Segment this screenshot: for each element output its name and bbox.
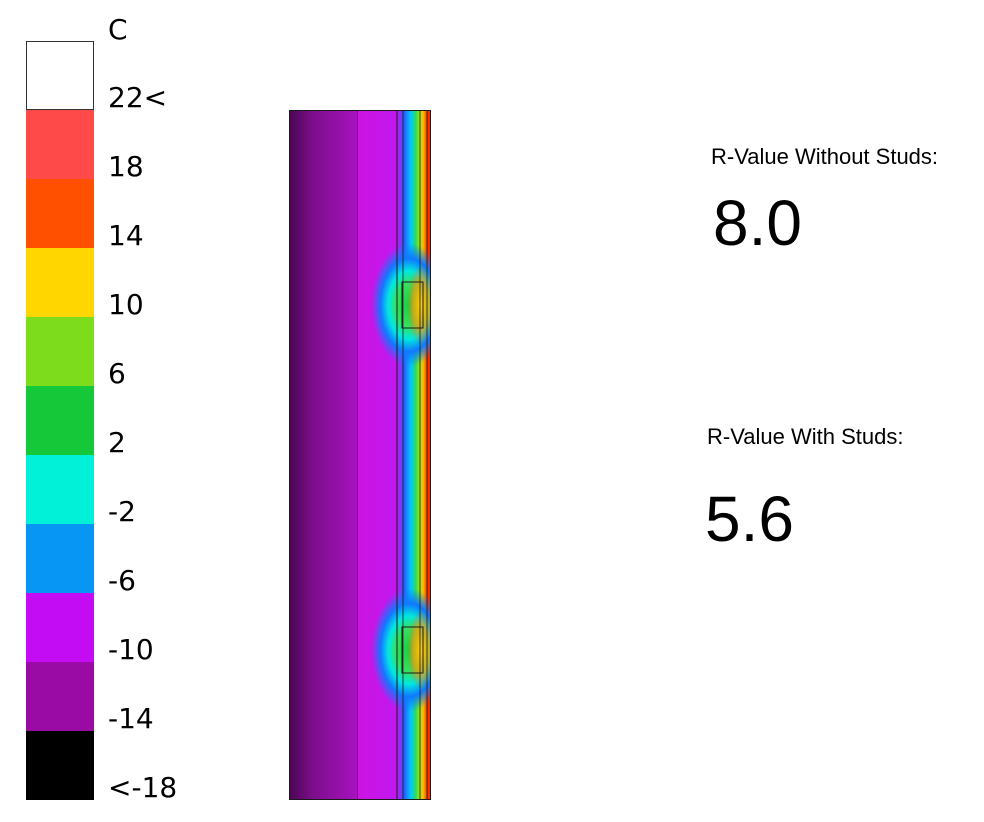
r-value-without-studs-label: R-Value Without Studs: — [711, 144, 939, 169]
legend-swatch-5 — [26, 317, 94, 386]
r-value-with-studs-value: 5.6 — [705, 483, 794, 555]
legend-swatch-9 — [26, 593, 94, 662]
legend-swatch-2 — [26, 110, 94, 179]
legend-swatch-7 — [26, 455, 94, 524]
inner-layer — [289, 110, 358, 800]
legend-tick-label: <-18 — [108, 771, 178, 804]
r-value-without-studs-value: 8.0 — [713, 187, 802, 259]
legend-swatch-10 — [26, 662, 94, 731]
outer-layer — [427, 110, 431, 800]
legend-swatch-6 — [26, 386, 94, 455]
legend-tick-label: 10 — [108, 288, 144, 321]
legend-tick-label: 2 — [108, 426, 126, 459]
legend-swatch-1 — [26, 41, 94, 110]
legend-swatch-4 — [26, 248, 94, 317]
legend-swatch-11 — [26, 731, 94, 800]
legend-tick-label: 22< — [108, 81, 168, 114]
legend-swatch-3 — [26, 179, 94, 248]
legend-tick-label: 6 — [108, 357, 126, 390]
legend-tick-label: -2 — [108, 495, 136, 528]
legend-unit: C — [108, 13, 128, 46]
stud-outline — [401, 281, 424, 329]
legend-tick-label: -10 — [108, 633, 154, 666]
legend-tick-label: 18 — [108, 150, 144, 183]
stud-outline — [401, 626, 424, 674]
stud-warm-zone — [407, 610, 431, 690]
stud-warm-zone — [407, 265, 431, 345]
legend-tick-label: 14 — [108, 219, 144, 252]
legend-tick-label: -6 — [108, 564, 136, 597]
wall-outline — [289, 110, 431, 800]
legend-tick-label: -14 — [108, 702, 154, 735]
temperature-legend: C 22< 18 14 10 6 2 -2 -6 -10 -14 <-18 — [0, 0, 220, 822]
r-value-with-studs-label: R-Value With Studs: — [707, 424, 904, 449]
wall-thermal-section — [289, 110, 431, 800]
legend-swatch-8 — [26, 524, 94, 593]
